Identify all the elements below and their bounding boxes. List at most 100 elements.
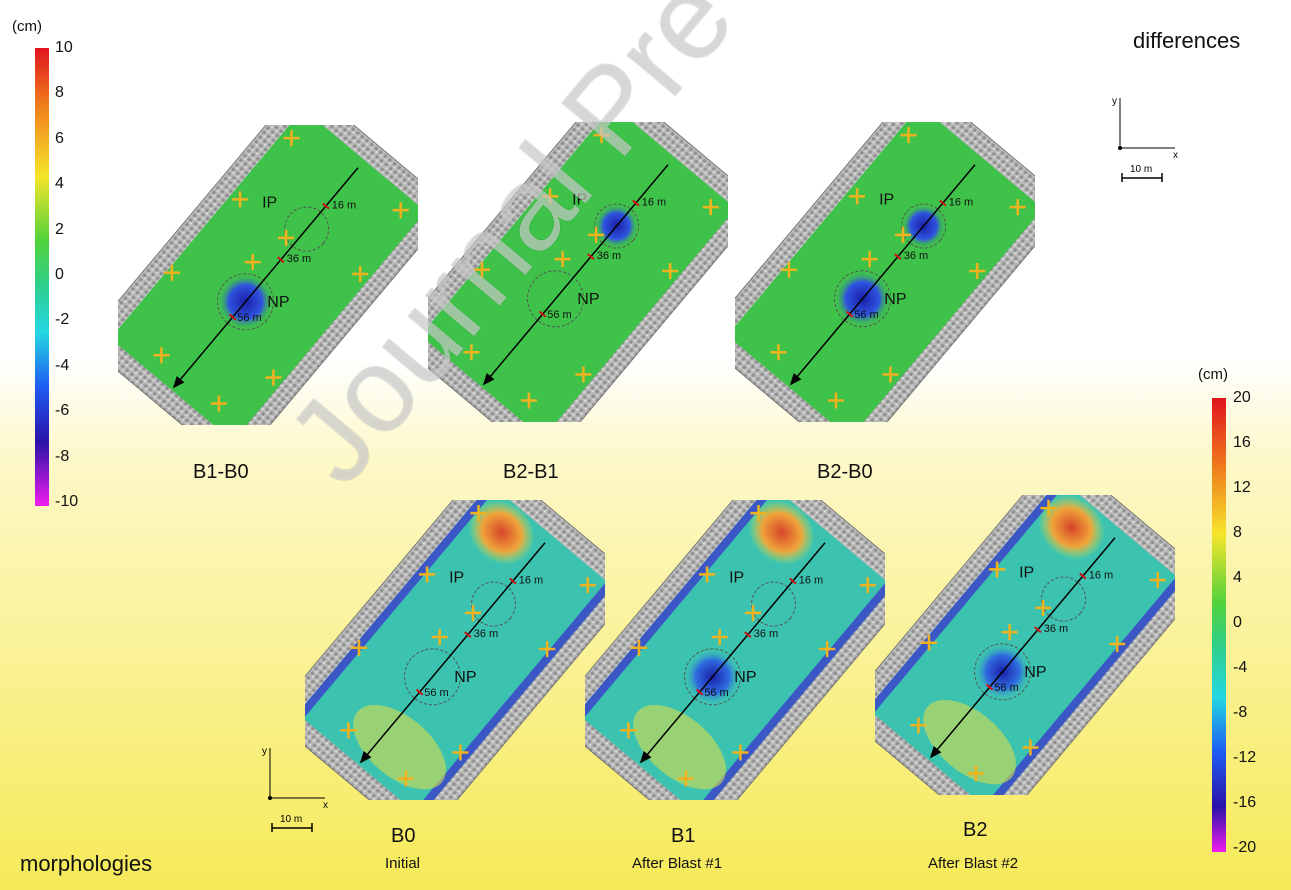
distance-tick	[845, 310, 854, 318]
uplift-zone	[468, 500, 535, 565]
distance-label-36m: 36 m	[904, 250, 928, 262]
uplift-zone	[633, 704, 726, 790]
np-label: NP	[454, 669, 476, 686]
distance-tick	[587, 253, 595, 261]
diff-colorbar-tick: 6	[55, 129, 64, 147]
diff-colorbar-tick: -8	[55, 447, 70, 465]
diff-colorbar-tick: 8	[55, 84, 64, 102]
map-panel-b2: 16 m 36 m 56 m IP NP	[875, 495, 1175, 795]
diff-colorbar-tick: -10	[55, 493, 79, 510]
distance-label-56m: 56 m	[547, 309, 571, 321]
panel-label-b0: B0	[391, 825, 416, 847]
diff-colorbar-tick: -2	[55, 311, 70, 329]
edge-band	[693, 581, 885, 800]
distance-tick	[789, 577, 797, 585]
edge-band	[983, 576, 1175, 795]
distance-label-56m: 56 m	[994, 682, 1018, 694]
map-panel-b0: 16 m 36 m 56 m IP NP	[305, 500, 605, 800]
distance-label-56m: 56 m	[704, 687, 728, 699]
ip-circle	[284, 206, 330, 252]
morph-colorbar-tick: -20	[1233, 839, 1257, 856]
diff-colorbar-unit: (cm)	[12, 18, 42, 35]
profile-line	[177, 167, 359, 383]
distance-tick	[322, 202, 330, 210]
distance-label-16m: 16 m	[1089, 569, 1113, 581]
distance-tick	[228, 313, 237, 321]
ip-circle	[751, 581, 797, 627]
profile-line	[364, 542, 546, 758]
profile-arrowhead	[359, 750, 372, 764]
y-axis-label: y	[262, 746, 267, 757]
profile-line	[644, 542, 826, 758]
ip-label: IP	[449, 569, 464, 586]
distance-label-56m: 56 m	[854, 309, 878, 321]
map-panel-b2-b1: 16 m 36 m 56 m IP NP	[428, 122, 728, 422]
np-label: NP	[884, 291, 906, 308]
panel-sub-b2: After Blast #2	[928, 855, 1019, 872]
diff-colorbar-tick: -6	[55, 402, 70, 420]
uplift-zone	[748, 500, 815, 565]
distance-tick	[415, 688, 424, 696]
scale-bar-top: y x 10 m	[1112, 96, 1178, 182]
edge-band	[305, 500, 497, 719]
morph-colorbar-tick: -8	[1233, 704, 1248, 721]
edge-band	[585, 500, 777, 719]
profile-line	[487, 164, 669, 380]
distance-label-16m: 16 m	[519, 574, 543, 586]
profile-arrowhead	[172, 375, 185, 389]
distance-tick	[1034, 626, 1042, 634]
panel-label-b1-b0: B1-B0	[193, 461, 249, 483]
morph-colorbar-tick: 16	[1233, 434, 1251, 451]
distance-tick	[985, 683, 994, 691]
morph-colorbar-tick: -4	[1233, 659, 1248, 676]
panel-sub-b0: Initial	[385, 855, 421, 872]
distance-label-36m: 36 m	[474, 628, 498, 640]
distance-tick	[277, 256, 285, 264]
uplift-zone	[923, 699, 1016, 785]
ip-label: IP	[262, 194, 277, 211]
distance-label-16m: 16 m	[949, 196, 973, 208]
distance-label-16m: 16 m	[642, 196, 666, 208]
morph-colorbar-unit: (cm)	[1198, 366, 1228, 383]
ip-circle	[471, 581, 517, 627]
distance-label-36m: 36 m	[597, 250, 621, 262]
diff-colorbar-tick: 10	[55, 39, 73, 56]
map-panel-b2-b0: 16 m 36 m 56 m IP NP	[735, 122, 1035, 422]
diff-colorbar-tick: 0	[55, 266, 64, 283]
edge-band	[875, 495, 1067, 714]
ip-label: IP	[879, 191, 894, 208]
morph-colorbar-tick: 12	[1233, 479, 1251, 496]
distance-tick	[464, 631, 472, 639]
distance-label-36m: 36 m	[287, 253, 311, 265]
morph-colorbar-gradient	[1212, 398, 1226, 852]
distance-label-36m: 36 m	[1044, 623, 1068, 635]
distance-label-36m: 36 m	[754, 628, 778, 640]
profile-arrowhead	[639, 750, 652, 764]
distance-tick	[695, 688, 704, 696]
scale-length-label: 10 m	[280, 814, 302, 825]
ip-label: IP	[729, 569, 744, 586]
y-axis-label: y	[1112, 96, 1117, 107]
scale-bar-bottom: y x 10 m	[262, 746, 328, 832]
uplift-zone	[353, 704, 446, 790]
morph-colorbar-tick: -12	[1233, 749, 1257, 766]
x-axis-label: x	[1173, 150, 1178, 161]
distance-tick	[509, 577, 517, 585]
distance-tick	[894, 253, 902, 261]
ip-label: IP	[1019, 564, 1034, 581]
profile-arrowhead	[929, 745, 942, 759]
map-panel-b1-b0: 16 m 36 m 56 m IP NP	[118, 125, 418, 425]
scale-length-label: 10 m	[1130, 164, 1152, 175]
panel-label-b2-b0: B2-B0	[817, 461, 873, 483]
diff-colorbar-tick: 2	[55, 220, 64, 238]
profile-arrowhead	[789, 372, 802, 386]
distance-tick	[744, 631, 752, 639]
diff-colorbar-tick: -4	[55, 356, 70, 374]
ip-circle	[1041, 576, 1087, 622]
ip-label: IP	[572, 191, 587, 208]
diff-colorbar-gradient	[35, 48, 49, 506]
panel-sub-b1: After Blast #1	[632, 855, 723, 872]
morph-colorbar-tick: 20	[1233, 389, 1251, 406]
x-axis-label: x	[323, 800, 328, 811]
map-panel-b1: 16 m 36 m 56 m IP NP	[585, 500, 885, 800]
